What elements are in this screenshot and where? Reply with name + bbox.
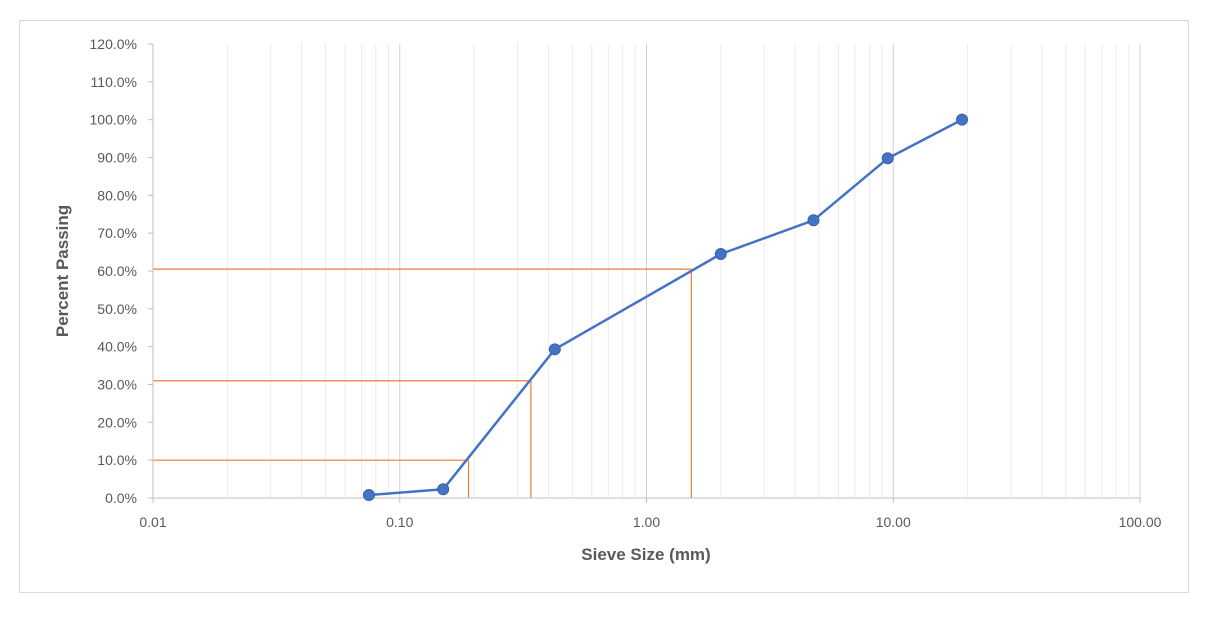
y-tick-label: 80.0% — [97, 187, 137, 203]
y-tick-label: 10.0% — [97, 452, 137, 468]
y-tick-label: 110.0% — [91, 74, 137, 90]
y-tick-label: 50.0% — [97, 301, 137, 317]
data-point — [956, 113, 969, 126]
x-tick-label: 1.00 — [633, 514, 660, 530]
x-tick-label: 0.01 — [139, 514, 166, 530]
x-axis-title: Sieve Size (mm) — [581, 545, 710, 564]
x-tick-label: 10.00 — [876, 514, 911, 530]
y-tick-label: 120.0% — [90, 36, 137, 52]
data-point — [881, 152, 894, 165]
axes — [148, 43, 1141, 503]
y-tick-label: 30.0% — [97, 377, 137, 393]
y-tick-label: 90.0% — [97, 150, 137, 166]
y-tick-label: 100.0% — [90, 112, 137, 128]
series-layer — [362, 113, 969, 501]
y-tick-label: 40.0% — [97, 339, 137, 355]
y-tick-label: 0.0% — [105, 490, 137, 506]
data-point — [362, 488, 375, 501]
y-tick-label: 70.0% — [97, 225, 137, 241]
y-tick-label: 20.0% — [97, 414, 137, 430]
data-point — [437, 483, 450, 496]
series-line — [368, 118, 963, 497]
tick-labels: 0.0% 10.0% 20.0% 30.0% 40.0% 50.0% 60.0% 70.0% 8… — [90, 36, 1162, 530]
data-point — [548, 343, 561, 356]
x-tick-label: 100.00 — [1119, 514, 1162, 530]
y-tick-label: 60.0% — [97, 263, 137, 279]
x-tick-label: 0.10 — [386, 514, 413, 530]
reference-lines — [153, 268, 692, 498]
data-point — [807, 214, 820, 227]
data-point — [714, 247, 727, 260]
grid — [152, 44, 1141, 498]
y-axis-title: Percent Passing — [53, 205, 72, 337]
